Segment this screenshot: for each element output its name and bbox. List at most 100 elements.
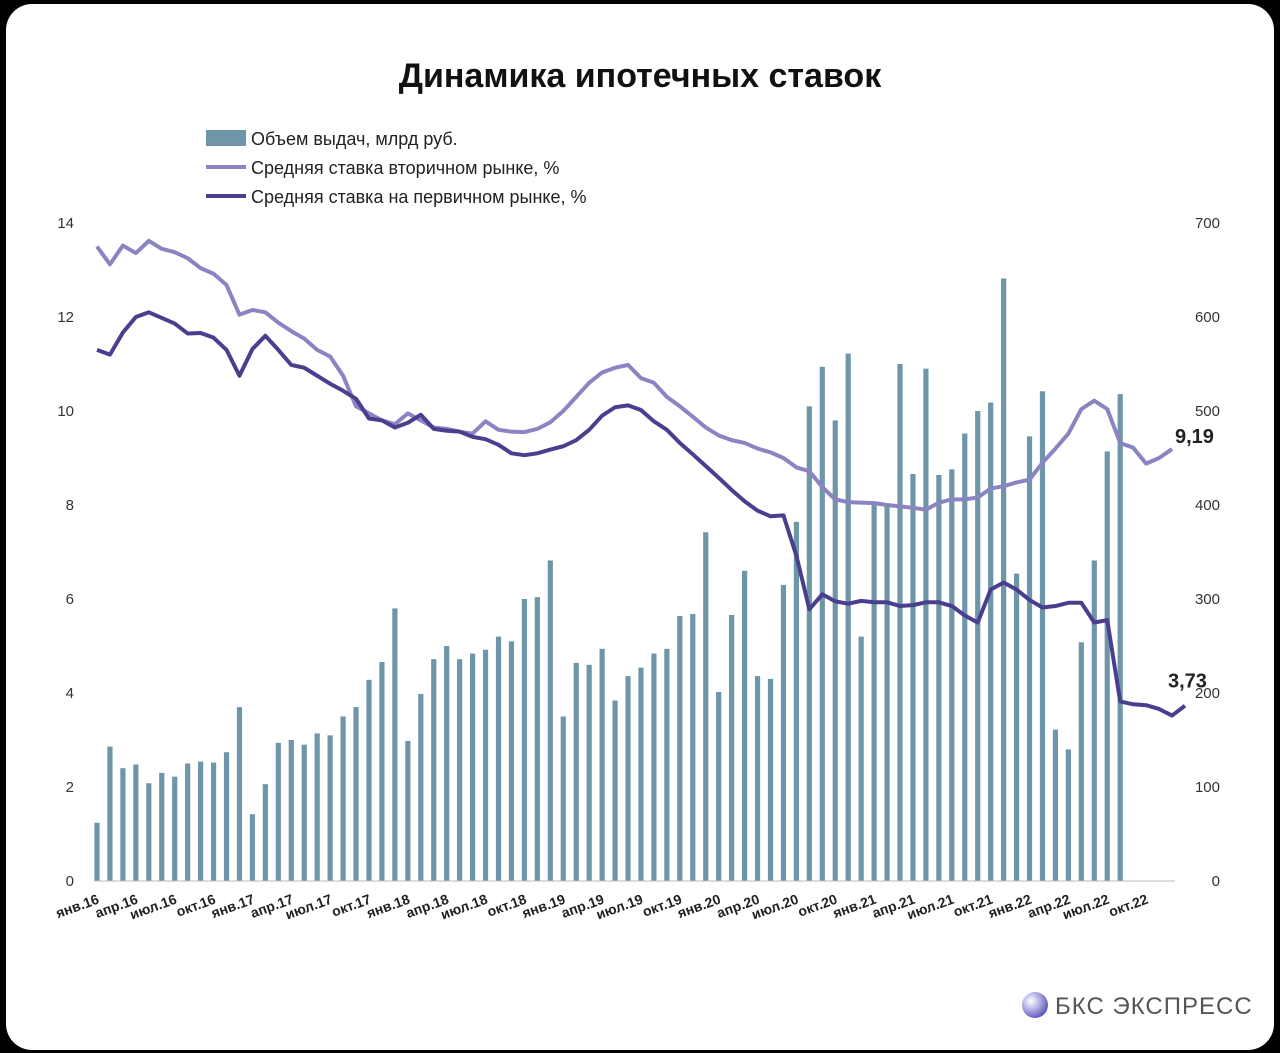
bar-volume [146, 783, 152, 881]
chart-title: Динамика ипотечных ставок [399, 57, 882, 95]
bar-volume [871, 502, 877, 881]
bar-volume [754, 676, 761, 881]
bar-volume [1026, 436, 1033, 881]
bar-volume [262, 784, 268, 881]
bar-volume [573, 662, 579, 881]
legend-label-secondary: Средняя ставка вторичном рынке, % [251, 158, 559, 178]
bar-volume [845, 353, 851, 881]
x-axis-ticks: янв.16апр.16июл.16окт.16янв.17апр.17июл.… [54, 891, 1151, 923]
legend-item-primary: Средняя ставка на первичном рынке, % [206, 187, 587, 207]
bar-volume [223, 752, 230, 881]
y-left-tick-label: 12 [57, 309, 74, 326]
bar-volume [819, 366, 825, 881]
bar-volume [625, 676, 631, 881]
bar-volume [314, 733, 320, 881]
bar-volume [457, 659, 463, 881]
bar-volume [975, 411, 981, 881]
bar-volume [547, 560, 553, 881]
y-left-tick-label: 0 [66, 873, 74, 890]
bar-volume [716, 692, 722, 881]
bar-volume [560, 716, 566, 881]
annotation-primary-last: 3,73 [1168, 671, 1207, 693]
legend-label-primary: Средняя ставка на первичном рынке, % [251, 187, 587, 207]
bar-volume [690, 614, 696, 881]
bar-volume [94, 822, 100, 881]
bar-volume [1104, 451, 1110, 881]
bar-volume [949, 469, 955, 881]
line-series-secondary [95, 238, 1174, 512]
bar-volume [897, 364, 903, 881]
x-tick-label: окт.22 [1106, 891, 1150, 920]
bar-volume [1039, 391, 1046, 881]
y-left-tick-label: 2 [66, 779, 74, 796]
bar-volume [884, 505, 890, 881]
bar-volume [1001, 278, 1007, 882]
bar-volume [910, 473, 916, 881]
bar-volume [780, 584, 787, 881]
bar-volume [1052, 729, 1059, 881]
bar-volume [288, 740, 294, 881]
bar-volume [249, 814, 256, 881]
bar-volume [741, 570, 748, 881]
bar-volume [832, 420, 838, 881]
bar-volume [236, 707, 243, 881]
y-right-tick-label: 700 [1195, 215, 1220, 232]
y-right-tick-label: 400 [1195, 497, 1220, 514]
y-right-tick-label: 200 [1195, 685, 1220, 702]
bar-volume [495, 636, 502, 881]
bar-volume [159, 772, 165, 881]
brand-logo: БКС ЭКСПРЕСС [1022, 992, 1253, 1020]
bar-volume [793, 521, 799, 881]
bks-logo-icon [1022, 992, 1048, 1018]
bar-volume [418, 693, 424, 881]
y-axis-right: 0 100 200 300 400 500 600 700 [1195, 215, 1220, 890]
bar-volume [703, 532, 709, 881]
bar-volume [275, 742, 281, 881]
bar-volume [1117, 394, 1123, 881]
bar-volume [1065, 749, 1071, 881]
bar-volume [107, 746, 113, 881]
bar-volume [340, 716, 346, 881]
bar-volume [806, 406, 812, 881]
bar-volume [482, 649, 489, 881]
bar-volume [392, 608, 398, 881]
y-left-tick-label: 14 [57, 215, 74, 232]
bar-volume [366, 679, 372, 881]
bar-volume [172, 776, 178, 881]
bar-volume [327, 735, 333, 881]
bar-volume [858, 636, 864, 881]
y-left-tick-label: 6 [66, 591, 74, 608]
bar-volume [210, 762, 217, 881]
y-left-tick-label: 4 [66, 685, 74, 702]
bar-volume [353, 707, 359, 881]
bar-volume [586, 664, 592, 881]
bar-volume [936, 474, 942, 881]
bar-volume [612, 700, 618, 881]
bar-volume [664, 648, 670, 881]
legend: Объем выдач, млрд руб. Средняя ставка вт… [206, 129, 587, 207]
bar-volume [534, 597, 540, 881]
legend-item-secondary: Средняя ставка вторичном рынке, % [206, 158, 559, 178]
bar-volume [729, 614, 735, 881]
bar-volume [405, 740, 411, 881]
bar-volume [133, 764, 139, 881]
y-right-tick-label: 600 [1195, 309, 1220, 326]
brand-name: БКС ЭКСПРЕСС [1055, 993, 1253, 1020]
y-right-tick-label: 300 [1195, 591, 1220, 608]
y-right-tick-label: 500 [1195, 403, 1220, 420]
legend-label-volume: Объем выдач, млрд руб. [251, 129, 458, 149]
y-right-tick-label: 0 [1212, 873, 1220, 890]
bar-volume [508, 641, 515, 881]
y-axis-left: 0 2 4 6 8 10 12 14 [57, 215, 74, 890]
y-right-tick-label: 100 [1195, 779, 1220, 796]
bar-volume [198, 761, 204, 881]
bar-volume [1091, 560, 1097, 881]
bar-volume [1078, 642, 1084, 881]
bar-volume [1013, 573, 1020, 881]
line-series-primary [96, 310, 1187, 718]
bar-volume [599, 648, 605, 881]
annotation-secondary-last: 9,19 [1175, 426, 1214, 448]
y-left-tick-label: 8 [66, 497, 74, 514]
bar-volume [444, 646, 450, 881]
